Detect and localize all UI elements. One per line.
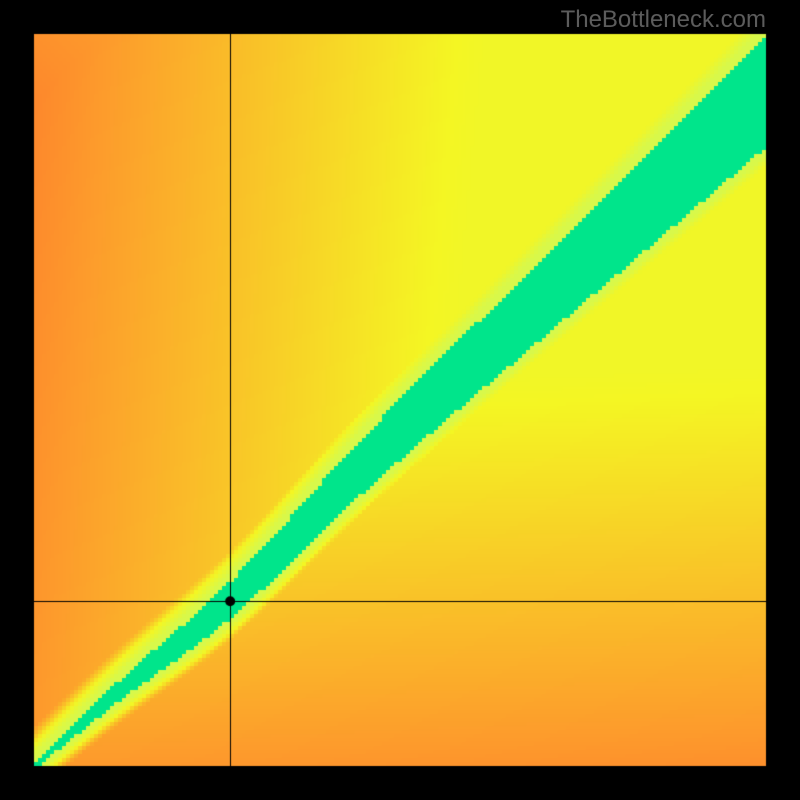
watermark-text: TheBottleneck.com — [561, 6, 766, 34]
chart-container: TheBottleneck.com — [0, 0, 800, 800]
heatmap-canvas — [0, 0, 800, 800]
